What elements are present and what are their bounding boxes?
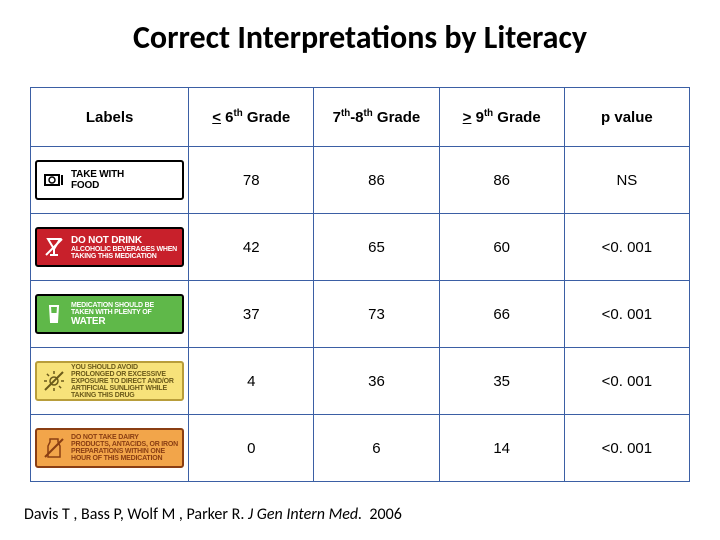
cell-gt9: 86 [439,147,564,214]
cell-gt9: 60 [439,214,564,281]
cell-7-8: 65 [314,214,439,281]
table-row: MEDICATION SHOULD BE TAKEN WITH PLENTY O… [31,281,690,348]
cell-pvalue: <0. 001 [564,415,689,482]
cell-gt9: 66 [439,281,564,348]
warning-label-dairy: DO NOT TAKE DAIRY PRODUCTS, ANTACIDS, OR… [35,428,184,468]
cell-pvalue: <0. 001 [564,281,689,348]
col-7-8: 7th-8th Grade [314,88,439,147]
cell-7-8: 36 [314,348,439,415]
cell-gt9: 14 [439,415,564,482]
cell-pvalue: NS [564,147,689,214]
cell-lt6: 37 [189,281,314,348]
dairy-icon [41,435,67,461]
water-icon [41,301,67,327]
table-row: TAKE WITHFOOD788686NS [31,147,690,214]
citation-year: 2006 [369,505,401,524]
page-title: Correct Interpretations by Literacy [0,0,720,67]
col-pvalue: p value [564,88,689,147]
warning-label-sun: YOU SHOULD AVOID PROLONGED OR EXCESSIVE … [35,361,184,401]
cell-gt9: 35 [439,348,564,415]
warning-label-text: YOU SHOULD AVOID PROLONGED OR EXCESSIVE … [71,364,178,399]
warning-label-water: MEDICATION SHOULD BE TAKEN WITH PLENTY O… [35,294,184,334]
cell-lt6: 0 [189,415,314,482]
cell-pvalue: <0. 001 [564,348,689,415]
data-table-wrap: Labels < 6th Grade 7th-8th Grade > 9th G… [30,87,690,482]
table-row: DO NOT DRINKALCOHOLIC BEVERAGES WHEN TAK… [31,214,690,281]
warning-label-drink: DO NOT DRINKALCOHOLIC BEVERAGES WHEN TAK… [35,227,184,267]
cell-label: DO NOT DRINKALCOHOLIC BEVERAGES WHEN TAK… [31,214,189,281]
citation-journal: J Gen Intern Med. [248,505,362,524]
warning-label-text: DO NOT DRINKALCOHOLIC BEVERAGES WHEN TAK… [71,235,178,260]
cell-label: TAKE WITHFOOD [31,147,189,214]
food-icon [41,167,67,193]
cell-label: MEDICATION SHOULD BE TAKEN WITH PLENTY O… [31,281,189,348]
table-row: YOU SHOULD AVOID PROLONGED OR EXCESSIVE … [31,348,690,415]
data-table: Labels < 6th Grade 7th-8th Grade > 9th G… [30,87,690,482]
warning-label-food: TAKE WITHFOOD [35,160,184,200]
citation: Davis T , Bass P, Wolf M , Parker R. J G… [24,505,402,524]
cell-label: DO NOT TAKE DAIRY PRODUCTS, ANTACIDS, OR… [31,415,189,482]
col-lt6: < 6th Grade [189,88,314,147]
cell-7-8: 73 [314,281,439,348]
table-header-row: Labels < 6th Grade 7th-8th Grade > 9th G… [31,88,690,147]
sun-icon [41,368,67,394]
cell-7-8: 86 [314,147,439,214]
cell-pvalue: <0. 001 [564,214,689,281]
cell-label: YOU SHOULD AVOID PROLONGED OR EXCESSIVE … [31,348,189,415]
cell-lt6: 78 [189,147,314,214]
warning-label-text: TAKE WITHFOOD [71,169,178,191]
drink-icon [41,234,67,260]
col-gt9: > 9th Grade [439,88,564,147]
citation-authors: Davis T , Bass P, Wolf M , Parker R. [24,505,244,524]
cell-lt6: 4 [189,348,314,415]
cell-lt6: 42 [189,214,314,281]
col-labels: Labels [31,88,189,147]
table-row: DO NOT TAKE DAIRY PRODUCTS, ANTACIDS, OR… [31,415,690,482]
cell-7-8: 6 [314,415,439,482]
warning-label-text: MEDICATION SHOULD BE TAKEN WITH PLENTY O… [71,302,178,327]
warning-label-text: DO NOT TAKE DAIRY PRODUCTS, ANTACIDS, OR… [71,434,178,462]
